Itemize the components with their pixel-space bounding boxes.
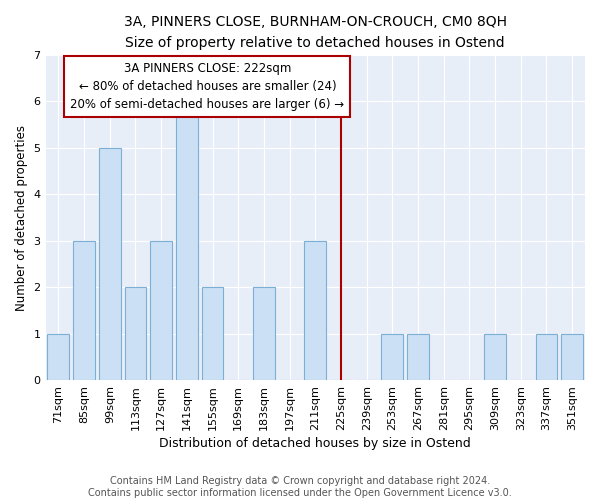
Bar [73, 241, 95, 380]
Bar [99, 148, 121, 380]
Bar [47, 334, 70, 380]
Bar [484, 334, 506, 380]
Bar [561, 334, 583, 380]
Bar [304, 241, 326, 380]
Text: Contains HM Land Registry data © Crown copyright and database right 2024.
Contai: Contains HM Land Registry data © Crown c… [88, 476, 512, 498]
Bar [150, 241, 172, 380]
Bar [253, 288, 275, 380]
Bar [202, 288, 223, 380]
Bar [407, 334, 429, 380]
X-axis label: Distribution of detached houses by size in Ostend: Distribution of detached houses by size … [160, 437, 471, 450]
Title: 3A, PINNERS CLOSE, BURNHAM-ON-CROUCH, CM0 8QH
Size of property relative to detac: 3A, PINNERS CLOSE, BURNHAM-ON-CROUCH, CM… [124, 15, 507, 50]
Bar [176, 102, 198, 380]
Y-axis label: Number of detached properties: Number of detached properties [15, 124, 28, 310]
Bar [382, 334, 403, 380]
Text: 3A PINNERS CLOSE: 222sqm
← 80% of detached houses are smaller (24)
20% of semi-d: 3A PINNERS CLOSE: 222sqm ← 80% of detach… [70, 62, 344, 111]
Bar [536, 334, 557, 380]
Bar [125, 288, 146, 380]
